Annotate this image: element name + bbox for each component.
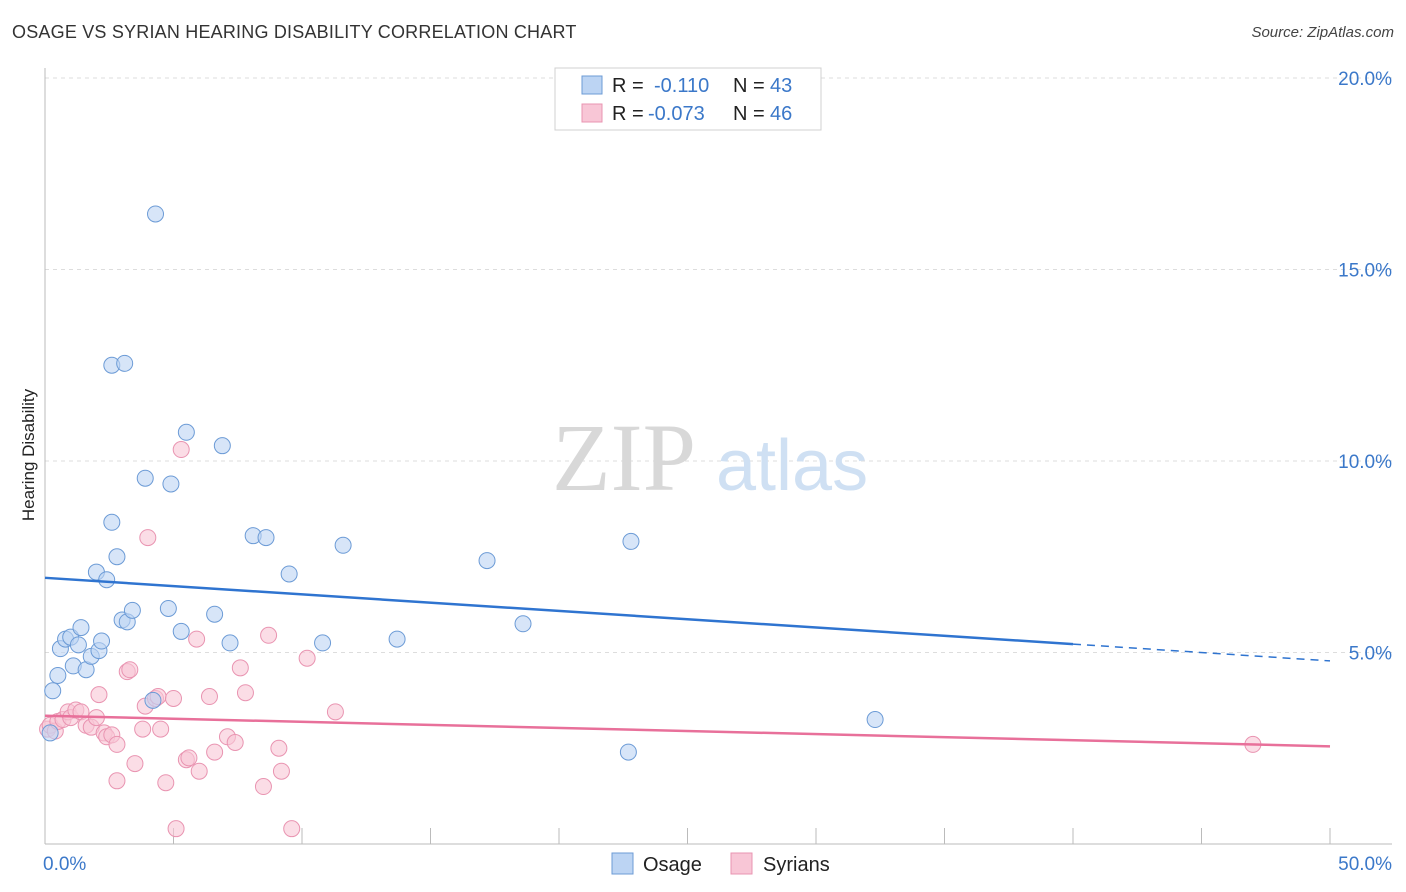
osage-point xyxy=(136,469,154,487)
syrians-point xyxy=(270,739,288,757)
osage-point xyxy=(622,532,640,550)
syrian-r-label: R = xyxy=(612,103,644,125)
syrians-point xyxy=(260,626,278,644)
x-tick-label: 0.0% xyxy=(43,854,86,875)
syrians-point xyxy=(254,778,272,796)
osage-point xyxy=(478,552,496,570)
legend-osage-swatch xyxy=(611,852,634,875)
syrians-point xyxy=(121,661,139,679)
osage-point xyxy=(221,634,239,652)
osage-point xyxy=(162,475,180,493)
syrians-point xyxy=(231,659,249,677)
chart-source: Source: ZipAtlas.com xyxy=(1251,24,1394,41)
syrian-r-value: -0.073 xyxy=(648,103,705,125)
watermark: ZIP atlas xyxy=(552,404,868,511)
syrians-point xyxy=(200,688,218,706)
syrians-point xyxy=(157,774,175,792)
legend-syrians-swatch xyxy=(730,852,753,875)
syrians-trendline xyxy=(44,714,1331,748)
syrians-point xyxy=(272,762,290,780)
osage-r-label: R = xyxy=(612,75,644,97)
osage-point xyxy=(177,423,195,441)
syrians-point xyxy=(139,529,157,547)
syrians-point xyxy=(134,720,152,738)
osage-point xyxy=(72,619,90,637)
osage-point xyxy=(314,634,332,652)
axes xyxy=(44,68,1392,845)
osage-point xyxy=(103,513,121,531)
syrians-point xyxy=(167,820,185,838)
series-syrians xyxy=(39,441,1262,838)
osage-point xyxy=(514,615,532,633)
osage-n-label: N = xyxy=(733,75,765,97)
osage-point xyxy=(172,622,190,640)
syrians-point xyxy=(108,735,126,753)
osage-point xyxy=(49,666,67,684)
legend-osage-label: Osage xyxy=(643,854,702,876)
gridlines xyxy=(45,77,1392,653)
osage-point xyxy=(280,565,298,583)
syrians-point xyxy=(152,720,170,738)
osage-point xyxy=(388,630,406,648)
osage-point xyxy=(44,682,62,700)
y-tick-label: 20.0% xyxy=(1338,69,1392,90)
osage-trendline xyxy=(44,576,1074,646)
osage-trendline-extension xyxy=(1072,643,1331,662)
syrian-n-value: 46 xyxy=(770,103,792,125)
series-legend: Osage Syrians xyxy=(611,852,830,876)
x-tick-labels: 0.0% 50.0% xyxy=(43,854,1392,875)
y-tick-label: 10.0% xyxy=(1338,452,1392,473)
osage-point xyxy=(159,599,177,617)
osage-point xyxy=(144,691,162,709)
osage-point xyxy=(93,632,111,650)
syrians-point xyxy=(180,749,198,767)
y-tick-label: 5.0% xyxy=(1349,644,1392,665)
osage-point xyxy=(41,724,59,742)
osage-point xyxy=(69,636,87,654)
syrians-point xyxy=(190,762,208,780)
syrians-point xyxy=(298,649,316,667)
osage-point xyxy=(619,743,637,761)
series-osage xyxy=(41,205,884,761)
osage-point xyxy=(147,205,165,223)
osage-point xyxy=(116,354,134,372)
watermark-atlas: atlas xyxy=(716,426,868,506)
y-tick-label: 15.0% xyxy=(1338,261,1392,282)
osage-point xyxy=(98,571,116,589)
osage-point xyxy=(334,536,352,554)
syrians-point xyxy=(236,684,254,702)
syrian-swatch xyxy=(581,103,603,123)
trendlines xyxy=(44,576,1331,748)
osage-point xyxy=(213,437,231,455)
stats-legend: R = -0.110 N = 43 R = -0.073 N = 46 xyxy=(554,67,822,131)
osage-swatch xyxy=(581,75,603,95)
osage-point xyxy=(257,529,275,547)
syrians-point xyxy=(172,441,190,459)
syrians-point xyxy=(90,686,108,704)
syrians-point xyxy=(326,703,344,721)
y-axis-title: Hearing Disability xyxy=(19,388,38,521)
osage-point xyxy=(206,605,224,623)
x-tick-label: 50.0% xyxy=(1338,854,1392,875)
osage-point xyxy=(123,601,141,619)
osage-n-value: 43 xyxy=(770,75,792,97)
syrians-point xyxy=(165,689,182,707)
syrians-point xyxy=(108,772,126,790)
osage-r-value: -0.110 xyxy=(654,75,709,97)
syrians-point xyxy=(188,630,206,648)
osage-point xyxy=(866,711,884,729)
syrians-point xyxy=(126,755,144,773)
syrians-point xyxy=(206,743,224,761)
syrians-point xyxy=(226,734,244,752)
syrian-n-label: N = xyxy=(733,103,765,125)
watermark-zip: ZIP xyxy=(552,404,696,511)
syrians-point xyxy=(283,820,301,838)
osage-point xyxy=(108,548,126,566)
legend-syrians-label: Syrians xyxy=(763,854,830,876)
y-tick-labels: 5.0% 10.0% 15.0% 20.0% xyxy=(1338,69,1392,665)
chart-title: OSAGE VS SYRIAN HEARING DISABILITY CORRE… xyxy=(12,22,577,42)
